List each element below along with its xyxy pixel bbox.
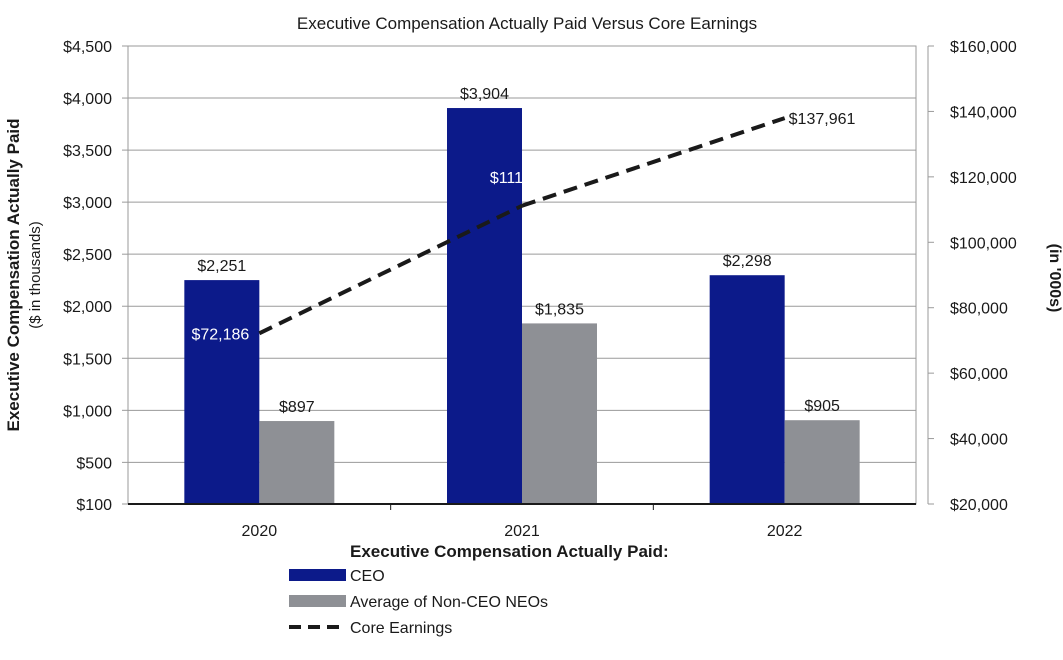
- line-value-label: $111,165: [490, 170, 554, 187]
- line-value-label: $72,186: [191, 326, 249, 343]
- x-tick-label: 2022: [767, 523, 803, 540]
- legend-title: Executive Compensation Actually Paid:: [350, 542, 669, 561]
- y-axis-label: Executive Compensation Actually Paid: [4, 118, 23, 431]
- right-axis-ticks: $20,000 $40,000 $60,000 $80,000 $100,000 $120…: [928, 39, 1017, 514]
- left-tick-label: $4,000: [63, 91, 112, 108]
- right-tick-label: $140,000: [950, 104, 1017, 121]
- left-tick-label: $3,500: [63, 143, 112, 160]
- legend-swatch: [289, 595, 346, 607]
- line-segment: [521, 116, 786, 208]
- x-tick-label: 2021: [504, 523, 540, 540]
- data-labels: $2,251 $3,904 $2,298 $897 $1,835 $905 $72,186 $…: [191, 86, 855, 416]
- bar-value-label: $897: [279, 399, 315, 416]
- legend-label: Average of Non-CEO NEOs: [350, 594, 548, 611]
- bar-value-label: $3,904: [460, 86, 509, 103]
- y2-axis-label: (in '000s): [1046, 244, 1063, 313]
- x-tick-label: 2020: [242, 523, 278, 540]
- legend-swatch: [289, 569, 346, 581]
- bar-value-label: $1,835: [535, 301, 584, 318]
- right-tick-label: $80,000: [950, 301, 1008, 318]
- right-tick-label: $20,000: [950, 497, 1008, 514]
- core-earnings-line: [258, 116, 786, 336]
- bar-value-label: $2,298: [723, 253, 772, 270]
- bar-ceo: [447, 108, 522, 505]
- bar-average-of-non-ceo-neos: [259, 421, 335, 504]
- bar-average-of-non-ceo-neos: [784, 420, 860, 504]
- left-tick-label: $100: [76, 497, 112, 514]
- legend-label: CEO: [350, 568, 385, 585]
- bar-value-label: $905: [804, 398, 840, 415]
- left-tick-label: $2,000: [63, 299, 112, 316]
- right-tick-label: $60,000: [950, 366, 1008, 383]
- left-tick-label: $500: [76, 455, 112, 472]
- right-tick-label: $40,000: [950, 432, 1008, 449]
- left-tick-label: $2,500: [63, 247, 112, 264]
- bar-ceo: [184, 280, 260, 504]
- left-tick-label: $4,500: [63, 39, 112, 56]
- bars: [184, 108, 860, 505]
- x-axis-ticks: 2020 2021 2022: [242, 504, 803, 540]
- bar-value-label: $2,251: [197, 258, 246, 275]
- left-tick-label: $1,500: [63, 351, 112, 368]
- right-tick-label: $100,000: [950, 235, 1017, 252]
- left-tick-label: $3,000: [63, 195, 112, 212]
- bar-ceo: [709, 275, 785, 504]
- bar-average-of-non-ceo-neos: [522, 323, 597, 504]
- right-tick-label: $160,000: [950, 39, 1017, 56]
- legend-label: Core Earnings: [350, 620, 452, 637]
- chart-title: Executive Compensation Actually Paid Ver…: [297, 14, 757, 33]
- right-tick-label: $120,000: [950, 170, 1017, 187]
- line-segment: [258, 203, 523, 336]
- left-axis-ticks: $100 $500 $1,000 $1,500 $2,000 $2,500 $3,000 $3…: [63, 39, 128, 514]
- legend: CEO Average of Non-CEO NEOs Core Earnings: [289, 568, 548, 637]
- y-axis-sublabel: ($ in thousands): [27, 221, 44, 329]
- line-value-label: $137,961: [789, 111, 856, 128]
- left-tick-label: $1,000: [63, 403, 112, 420]
